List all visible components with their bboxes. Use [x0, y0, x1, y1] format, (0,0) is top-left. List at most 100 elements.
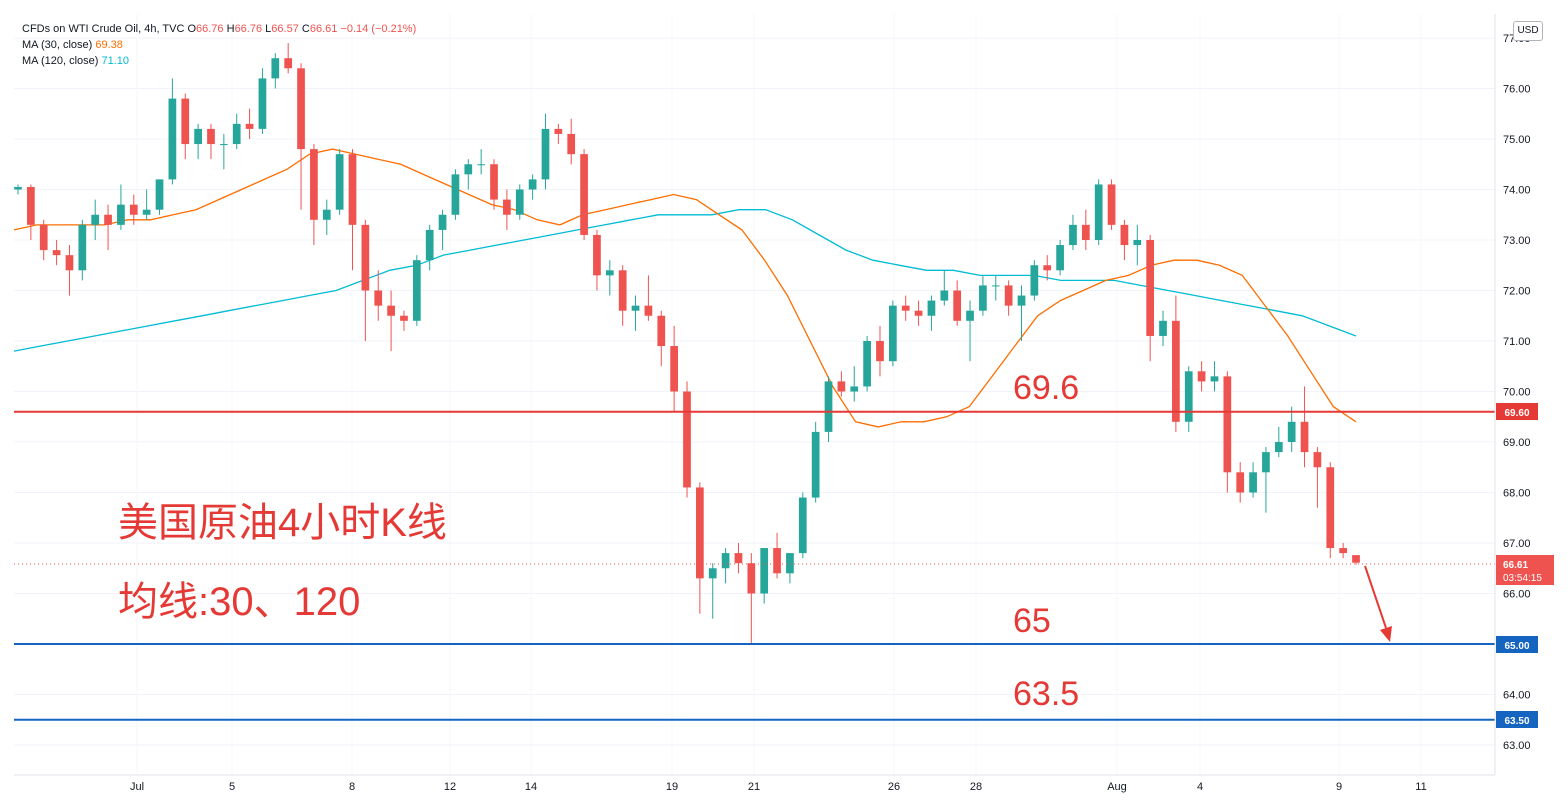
- svg-text:66.61: 66.61: [1503, 560, 1528, 571]
- price-tick-label: 76.00: [1503, 84, 1531, 96]
- candle-body: [515, 189, 524, 215]
- legend-symbol-row: CFDs on WTI Crude Oil, 4h, TVC O66.76 H6…: [22, 23, 417, 35]
- candle-body: [863, 341, 871, 387]
- candle-body: [14, 186, 22, 190]
- ma120-value: 71.10: [101, 55, 130, 67]
- candle-body: [914, 310, 923, 316]
- candle-body: [1197, 371, 1206, 382]
- candle-body: [1274, 442, 1283, 453]
- candle-body: [888, 305, 897, 362]
- price-tick-label: 72.00: [1503, 286, 1531, 298]
- candle-body: [1236, 472, 1245, 493]
- down-arrow-icon: [1364, 565, 1392, 642]
- price-tick-label: 71.00: [1503, 336, 1531, 348]
- price-tick-label: 75.00: [1503, 134, 1531, 146]
- candle-body: [721, 553, 730, 569]
- candle-body: [245, 123, 254, 129]
- candle-body: [991, 285, 1000, 287]
- candle-body: [297, 68, 305, 150]
- candle-body: [773, 548, 781, 574]
- svg-text:03:54:15: 03:54:15: [1503, 573, 1542, 584]
- candle-body: [451, 174, 460, 215]
- time-tick-label: 28: [970, 781, 982, 793]
- candle-body: [1300, 421, 1309, 453]
- candle-body: [528, 179, 537, 190]
- legend-ma30-row[interactable]: MA (30, close) 69.38: [22, 37, 416, 53]
- candle-body: [168, 98, 177, 180]
- price-tick-label: 66.00: [1503, 589, 1531, 601]
- time-axis-labels: Jul 5 8 12 14 19 21 26 28 Aug 4 9 11: [130, 781, 1427, 793]
- ma120-line: [13, 209, 1357, 352]
- price-tick-label: 64.00: [1503, 690, 1531, 702]
- candle-body: [876, 341, 884, 362]
- candle-body: [65, 255, 74, 271]
- candle-body: [1146, 240, 1155, 336]
- low-value: 66.57: [271, 23, 299, 35]
- change-value: −0.14 (−0.21%): [340, 23, 417, 35]
- candle-body: [1313, 452, 1322, 468]
- symbol-title: CFDs on WTI Crude Oil, 4h, TVC: [22, 23, 185, 35]
- price-tag-65: 65.00: [1496, 636, 1538, 653]
- candle-body: [824, 381, 833, 432]
- price-tick-label: 70.00: [1503, 387, 1531, 399]
- candle-body: [683, 391, 691, 488]
- candle-body: [631, 305, 640, 311]
- ma120-label: MA (120, close): [22, 55, 99, 67]
- candle-body: [798, 497, 807, 554]
- candle-body: [927, 300, 936, 316]
- candle-body: [232, 123, 241, 145]
- candle-body: [117, 204, 125, 225]
- price-tag-63: 63.50: [1496, 711, 1538, 728]
- candle-body: [258, 78, 267, 129]
- candle-body: [387, 305, 395, 316]
- candle-body: [78, 224, 87, 271]
- candle-body: [219, 144, 228, 146]
- candle-body: [966, 310, 974, 321]
- time-tick-label: 19: [666, 781, 678, 793]
- price-tick-label: 67.00: [1503, 538, 1531, 550]
- candle-body: [644, 305, 653, 316]
- candle-body: [142, 209, 151, 215]
- price-grid: [14, 14, 1495, 775]
- candle-body: [811, 431, 820, 498]
- time-tick-label: 21: [748, 781, 760, 793]
- candle-body: [696, 487, 704, 579]
- candle-body: [708, 568, 717, 579]
- candle-body: [129, 204, 138, 215]
- candle-body: [837, 381, 846, 392]
- legend-ma120-row[interactable]: MA (120, close) 71.10: [22, 53, 416, 69]
- candle-body: [953, 290, 962, 321]
- high-value: 66.76: [234, 23, 263, 35]
- candle-body: [979, 285, 987, 311]
- time-tick-label: 14: [525, 781, 537, 793]
- ma30-label: MA (30, close): [22, 39, 93, 51]
- candle-body: [464, 164, 473, 175]
- candle-body: [1249, 472, 1257, 493]
- candle-body: [194, 128, 202, 145]
- time-tick-label: 26: [888, 781, 900, 793]
- candle-body: [425, 229, 434, 261]
- svg-text:63.50: 63.50: [1504, 716, 1529, 727]
- candle-body: [490, 164, 498, 200]
- candle-body: [284, 58, 293, 69]
- price-tick-label: 73.00: [1503, 235, 1531, 247]
- candle-body: [747, 563, 756, 594]
- candle-body: [605, 270, 614, 276]
- candle-body: [850, 386, 859, 392]
- candle-body: [541, 128, 550, 180]
- open-value: 66.76: [196, 23, 224, 35]
- time-tick-label: Aug: [1107, 781, 1127, 793]
- candle-body: [580, 154, 588, 235]
- candle-body: [503, 199, 511, 215]
- currency-selector[interactable]: USD: [1513, 21, 1543, 41]
- candle-body: [1159, 320, 1167, 336]
- candle-body: [593, 234, 601, 276]
- level-label-65: 65: [1013, 602, 1051, 640]
- time-tick-label: 4: [1197, 781, 1203, 793]
- candle-body: [1133, 240, 1142, 246]
- candle-body: [1262, 452, 1270, 473]
- price-tag-current: 66.61 03:54:15: [1496, 555, 1554, 585]
- ma30-polyline: [13, 148, 1357, 428]
- candle-body: [1043, 265, 1052, 271]
